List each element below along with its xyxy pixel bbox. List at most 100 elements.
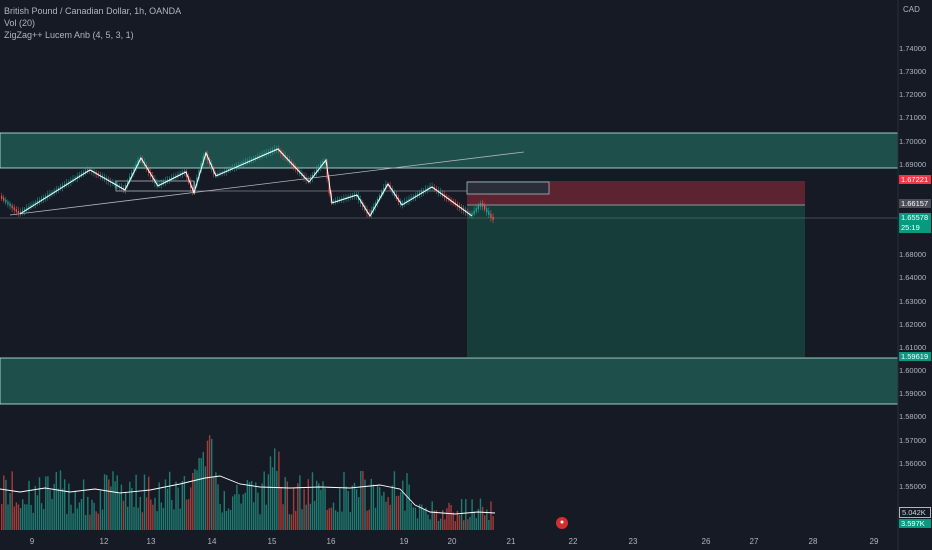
candle-body (248, 159, 251, 162)
candle-body (320, 163, 322, 168)
volume-bar (190, 487, 192, 530)
candle-body (271, 149, 274, 152)
volume-bar (334, 510, 337, 530)
volume-bar (13, 506, 15, 530)
indicator-legend[interactable]: ZigZag++ Lucem Anb (4, 5, 3, 1) (4, 30, 134, 40)
volume-bar (471, 499, 473, 530)
volume-bar (122, 500, 125, 530)
volume-bar (118, 493, 120, 530)
candle-body (64, 184, 66, 187)
candle-body (171, 177, 173, 180)
volume-bar (274, 448, 276, 530)
candle-body (259, 155, 261, 158)
volume-bar (1, 504, 3, 530)
candle-body (59, 186, 62, 189)
candle-body (26, 207, 28, 211)
candle-body (53, 190, 55, 193)
candle-body (488, 211, 490, 216)
candle-body (349, 195, 351, 198)
volume-bar (7, 504, 9, 530)
volume-bar (389, 504, 391, 530)
volume-bar (259, 514, 261, 530)
take-profit-zone (467, 205, 805, 357)
volume-bar (385, 501, 387, 530)
candle-body (66, 182, 68, 186)
volume-bar (225, 510, 228, 530)
price-tick: 1.64000 (899, 273, 927, 282)
volume-bar (347, 491, 349, 530)
candle-body (173, 176, 175, 179)
volume-bar (152, 504, 154, 530)
symbol-title[interactable]: British Pound / Canadian Dollar, 1h, OAN… (4, 6, 182, 16)
volume-bar (284, 477, 286, 530)
candle-body (219, 172, 221, 175)
candle-body (242, 162, 244, 165)
candle-body (70, 180, 72, 183)
volume-bar (204, 466, 207, 530)
volume-bar (383, 491, 385, 530)
volume-bar (78, 502, 81, 530)
candle-body (225, 169, 227, 172)
volume-bar (221, 512, 223, 530)
volume-bar (490, 501, 492, 530)
current-price-badge: 1.65578 25:19 (899, 213, 931, 233)
volume-bar (11, 471, 13, 530)
volume-bar (108, 479, 110, 530)
volume-bar (150, 499, 152, 530)
volume-bar (74, 490, 76, 530)
volume-bar (452, 512, 454, 530)
volume-bar (318, 483, 320, 530)
volume-bar (288, 514, 291, 530)
price-tick: 1.62000 (899, 320, 927, 329)
volume-bar (395, 496, 398, 530)
volume-bar (166, 488, 169, 530)
volume-bar (248, 482, 251, 530)
volume-bar (59, 470, 62, 530)
go-to-realtime-icon[interactable]: ● (556, 517, 568, 529)
chart-legend[interactable]: British Pound / Canadian Dollar, 1h, OAN… (4, 5, 181, 41)
volume-bar (460, 499, 463, 530)
candle-body (36, 201, 38, 204)
candle-body (412, 196, 414, 199)
candle-body (82, 172, 85, 175)
currency-label: CAD (903, 5, 920, 14)
candle-body (15, 209, 17, 213)
volume-bar (322, 481, 324, 530)
volume-bar (299, 475, 301, 530)
candle-body (253, 157, 255, 160)
candle-body (479, 203, 482, 207)
volume-bar (366, 510, 368, 530)
price-tick: 1.74000 (899, 44, 927, 53)
volume-bar (465, 499, 467, 530)
volume-bar (24, 504, 26, 530)
date-tick: 23 (628, 537, 638, 546)
volume-bar (141, 512, 144, 530)
volume-bar (421, 504, 423, 530)
volume-bar (34, 485, 36, 530)
volume-bar (202, 452, 204, 530)
volume-bar (169, 471, 171, 530)
volume-bar (456, 510, 459, 530)
candle-body (322, 161, 324, 165)
date-tick: 15 (267, 537, 277, 546)
candle-body (198, 170, 200, 179)
volume-bar (404, 510, 406, 530)
candle-body (255, 157, 257, 159)
volume-bar (211, 438, 213, 530)
candle-body (475, 208, 477, 212)
volume-bar (97, 513, 99, 530)
candle-body (232, 167, 234, 170)
volume-bar (433, 510, 435, 530)
candle-body (68, 181, 70, 184)
candle-body (381, 191, 383, 197)
volume-bar (38, 477, 41, 530)
volume-legend[interactable]: Vol (20) (4, 18, 36, 28)
candle-body (74, 177, 76, 180)
candle-body (19, 211, 22, 214)
volume-bar (213, 477, 215, 530)
volume-bar (360, 470, 362, 530)
volume-bar (196, 470, 198, 530)
volume-bar (492, 516, 494, 530)
volume-bar (379, 487, 381, 530)
